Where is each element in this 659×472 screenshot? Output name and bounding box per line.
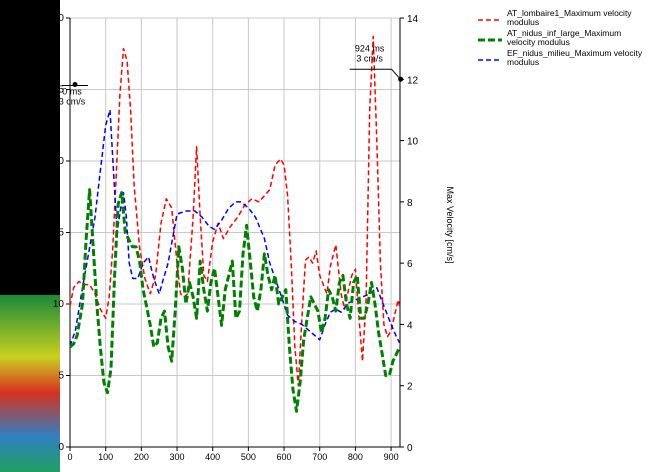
series-line [69,35,401,387]
annotation-label: 924 ms [355,43,385,53]
x-tick-label: 300 [170,452,185,462]
legend-label: modulus [507,17,539,27]
annotation-leader [391,68,401,79]
x-tick-label: 400 [205,452,220,462]
y-axis-label-left: Flow [ml/s] [27,223,37,266]
x-tick-label: 800 [348,452,363,462]
x-tick-label: 600 [277,452,292,462]
y-right-tick-label: 10 [407,137,419,148]
x-tick-label: 900 [384,452,399,462]
y-left-tick-label: 10 [53,299,65,310]
x-tick-label: 100 [98,452,113,462]
annotation-label: 3 cm/s [356,53,383,63]
legend-label: velocity modulus [507,37,570,47]
axes: 0 100 200 300 400 500 600 700 800 900051015202530… [53,13,419,462]
series-layer [69,35,401,413]
x-tick-label: 200 [134,452,149,462]
y-axis-label-right: Max Velocity [cm/s] [445,186,455,263]
y-right-tick-label: 4 [407,320,413,331]
y-left-tick-label: 20 [53,156,65,167]
y-right-tick-label: 14 [407,14,419,25]
legend-label: AT_lombaire1_Maximum velocity [507,8,632,18]
background-image-fragment [0,295,60,472]
y-left-tick-label: 15 [53,228,65,239]
y-right-tick-label: 2 [407,382,413,393]
y-right-tick-label: 0 [407,443,413,454]
legend-label: EF_nidus_milieu_Maximum velocity [507,48,643,58]
x-tick-label: 0 [67,452,72,462]
y-right-tick-label: 12 [407,75,419,86]
y-left-tick-label: 25 [53,85,65,96]
y-left-tick-label: 5 [58,371,64,382]
legend: AT_lombaire1_Maximum velocitymodulusAT_n… [478,8,643,67]
chart-panel [60,0,659,472]
y-left-tick-label: 0 [58,442,64,453]
annotation-marker [72,82,78,87]
x-tick-label: 500 [241,452,256,462]
legend-label: AT_nidus_inf_large_Maximum [507,28,621,38]
legend-label: modulus [507,57,539,67]
annotation-marker [398,76,404,82]
y-right-tick-label: 8 [407,198,413,209]
annotation-label: 3 cm/s [59,97,86,107]
y-right-tick-label: 6 [407,259,413,270]
y-left-tick-label: 30 [53,13,65,24]
series-line [69,188,401,413]
x-tick-label: 700 [312,452,327,462]
annotation-label: 0 ms [62,87,82,97]
